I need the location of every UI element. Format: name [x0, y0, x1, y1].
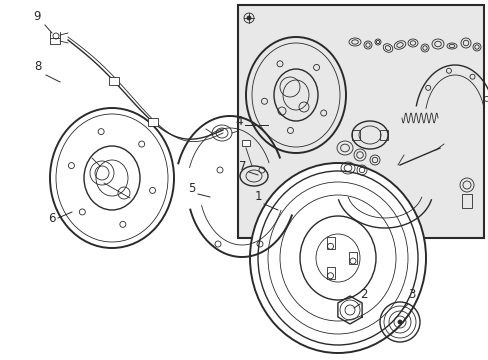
Text: 8: 8 [34, 60, 41, 73]
Text: 7: 7 [239, 160, 246, 173]
Text: 5: 5 [188, 182, 195, 195]
Ellipse shape [50, 108, 174, 248]
Bar [326, 237, 334, 249]
Text: 1: 1 [254, 190, 261, 203]
Bar [147, 118, 157, 126]
Bar [379, 130, 387, 140]
Text: 6: 6 [48, 212, 56, 225]
Text: 9: 9 [33, 10, 41, 23]
Ellipse shape [249, 163, 425, 353]
Bar [108, 77, 119, 85]
Bar [348, 252, 356, 264]
FancyBboxPatch shape [238, 5, 483, 238]
Text: 3: 3 [407, 288, 415, 301]
Text: 4: 4 [235, 115, 243, 128]
Circle shape [397, 320, 401, 324]
Bar [351, 130, 359, 140]
Bar [461, 194, 471, 208]
Text: 2: 2 [360, 288, 367, 301]
Bar [326, 267, 334, 279]
Circle shape [246, 16, 250, 20]
Bar [242, 140, 249, 146]
